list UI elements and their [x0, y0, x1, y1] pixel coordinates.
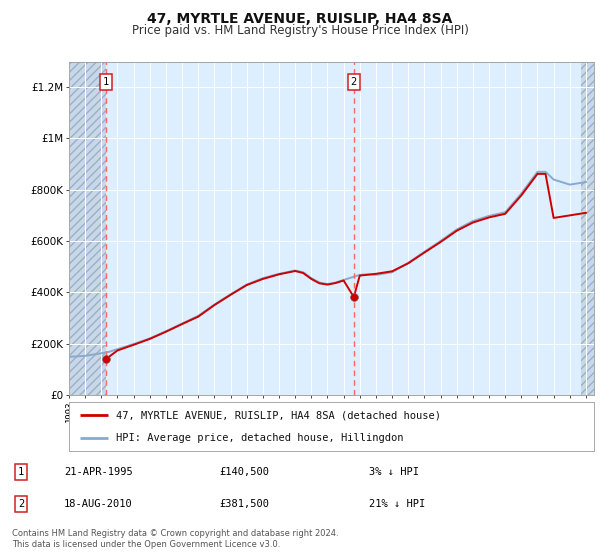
Text: 18-AUG-2010: 18-AUG-2010 [64, 499, 133, 509]
Text: £381,500: £381,500 [220, 499, 269, 509]
Bar [69, 62, 106, 395]
Text: 2: 2 [350, 77, 357, 87]
Text: 1: 1 [18, 467, 24, 477]
Text: HPI: Average price, detached house, Hillingdon: HPI: Average price, detached house, Hill… [116, 433, 404, 444]
Text: Price paid vs. HM Land Registry's House Price Index (HPI): Price paid vs. HM Land Registry's House … [131, 24, 469, 36]
Text: 21-APR-1995: 21-APR-1995 [64, 467, 133, 477]
Text: 3% ↓ HPI: 3% ↓ HPI [369, 467, 419, 477]
Text: 21% ↓ HPI: 21% ↓ HPI [369, 499, 425, 509]
Bar [581, 62, 594, 395]
Text: Contains HM Land Registry data © Crown copyright and database right 2024.
This d: Contains HM Land Registry data © Crown c… [12, 529, 338, 549]
Text: 47, MYRTLE AVENUE, RUISLIP, HA4 8SA: 47, MYRTLE AVENUE, RUISLIP, HA4 8SA [148, 12, 452, 26]
Text: 1: 1 [103, 77, 109, 87]
Text: 2: 2 [18, 499, 24, 509]
Text: £140,500: £140,500 [220, 467, 269, 477]
Text: 47, MYRTLE AVENUE, RUISLIP, HA4 8SA (detached house): 47, MYRTLE AVENUE, RUISLIP, HA4 8SA (det… [116, 410, 441, 421]
